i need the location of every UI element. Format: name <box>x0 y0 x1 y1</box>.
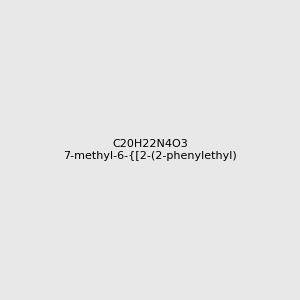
Text: C20H22N4O3
7-methyl-6-{[2-(2-phenylethyl): C20H22N4O3 7-methyl-6-{[2-(2-phenylethyl… <box>63 139 237 161</box>
